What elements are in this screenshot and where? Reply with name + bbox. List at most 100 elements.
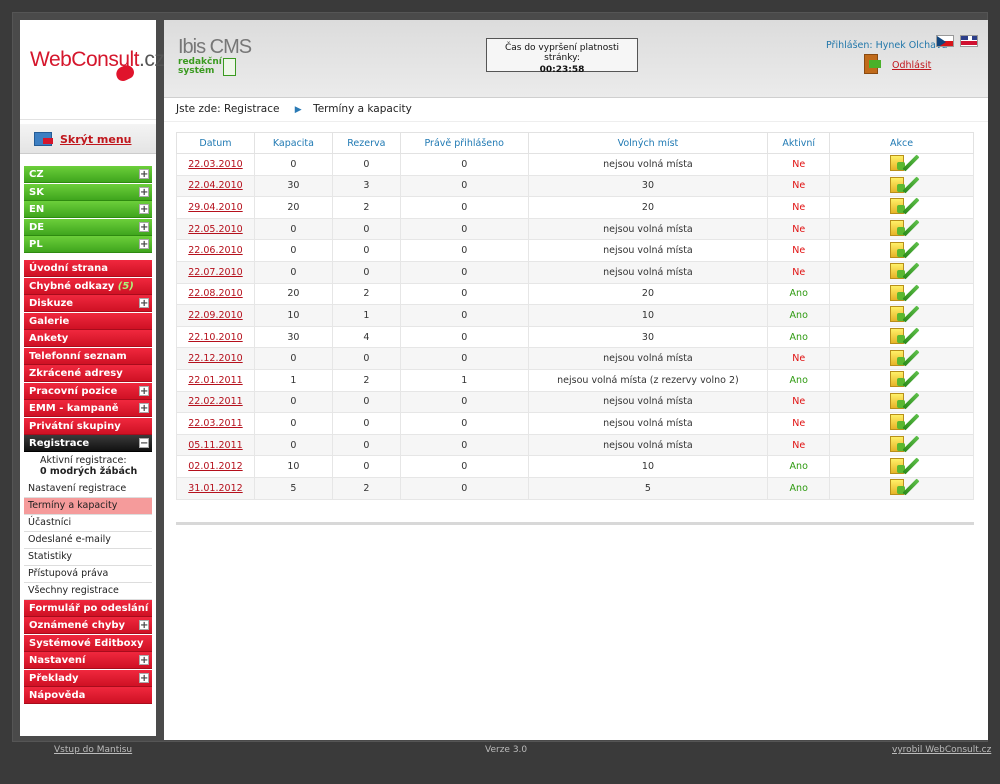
sidebar-item-systemove-editboxy[interactable]: Systémové Editboxy (24, 634, 152, 652)
sidebar-item-ankety[interactable]: Ankety (24, 330, 152, 347)
lang-item-de[interactable]: DE + (24, 218, 152, 236)
open-folder-icon[interactable] (890, 371, 906, 388)
edit-pencil-icon[interactable] (902, 435, 920, 453)
sidebar-item-diskuze[interactable]: Diskuze + (24, 295, 152, 312)
expand-plus-icon[interactable]: + (139, 204, 149, 215)
date-link[interactable]: 22.03.2011 (188, 417, 243, 429)
edit-pencil-icon[interactable] (902, 284, 920, 302)
column-header-rezerva[interactable]: Rezerva (331, 132, 401, 154)
date-link[interactable]: 22.05.2010 (188, 223, 243, 235)
edit-pencil-icon[interactable] (902, 197, 920, 215)
sidebar-item-chybne-odkazy[interactable]: Chybné odkazy (5) (24, 277, 152, 295)
date-link[interactable]: 05.11.2011 (188, 439, 243, 451)
open-folder-icon[interactable] (890, 392, 906, 409)
open-folder-icon[interactable] (890, 241, 906, 258)
submenu-item-statistiky[interactable]: Statistiky (24, 548, 152, 566)
edit-pencil-icon[interactable] (902, 262, 920, 280)
logo[interactable]: WebConsult.cz (20, 20, 165, 120)
open-folder-icon[interactable] (890, 306, 906, 323)
edit-pencil-icon[interactable] (902, 478, 920, 496)
expand-plus-icon[interactable]: + (139, 298, 149, 309)
sidebar-item-pracovni-pozice[interactable]: Pracovní pozice + (24, 382, 152, 400)
open-folder-icon[interactable] (890, 328, 906, 345)
column-header-datum[interactable]: Datum (176, 132, 255, 154)
lang-item-cz[interactable]: CZ + (24, 166, 152, 183)
sidebar-item-formular-po-odeslani[interactable]: Formulář po odeslání (24, 599, 152, 617)
sidebar-item-telefonni-seznam[interactable]: Telefonní seznam (24, 347, 152, 365)
open-folder-icon[interactable] (890, 479, 906, 496)
open-folder-icon[interactable] (890, 284, 906, 301)
open-folder-icon[interactable] (890, 220, 906, 237)
sidebar-item-zkracene-adresy[interactable]: Zkrácené adresy (24, 365, 152, 382)
open-folder-icon[interactable] (890, 155, 906, 172)
open-folder-icon[interactable] (890, 176, 906, 193)
sidebar-item-registrace[interactable]: Registrace − (24, 435, 152, 452)
expand-plus-icon[interactable]: + (139, 403, 149, 414)
sidebar-item-emm-kampane[interactable]: EMM - kampaně + (24, 400, 152, 417)
logout-icon[interactable] (864, 54, 881, 74)
date-link[interactable]: 22.12.2010 (188, 353, 243, 365)
open-folder-icon[interactable] (890, 457, 906, 474)
expand-plus-icon[interactable]: + (139, 620, 149, 631)
date-link[interactable]: 22.01.2011 (188, 374, 243, 386)
edit-pencil-icon[interactable] (902, 176, 920, 194)
submenu-item-odeslane-e-maily[interactable]: Odeslané e-maily (24, 531, 152, 549)
sidebar-item-uvodni-strana[interactable]: Úvodní strana (24, 260, 152, 277)
expand-plus-icon[interactable]: + (139, 672, 149, 684)
column-header-kapacita[interactable]: Kapacita (253, 132, 333, 154)
edit-pencil-icon[interactable] (902, 457, 920, 475)
date-link[interactable]: 22.07.2010 (188, 266, 243, 278)
open-folder-icon[interactable] (890, 263, 906, 280)
edit-pencil-icon[interactable] (902, 370, 920, 388)
sidebar-item-napoveda[interactable]: Nápověda (24, 687, 152, 704)
edit-pencil-icon[interactable] (902, 413, 920, 431)
date-link[interactable]: 22.06.2010 (188, 245, 243, 257)
lang-item-en[interactable]: EN + (24, 201, 152, 218)
submenu-item-pristupova-prava[interactable]: Přístupová práva (24, 565, 152, 583)
edit-pencil-icon[interactable] (902, 392, 920, 410)
sidebar-item-oznamene-chyby[interactable]: Oznámené chyby + (24, 617, 152, 634)
submenu-item-ucastnici[interactable]: Účastníci (24, 514, 152, 532)
date-link[interactable]: 22.02.2011 (188, 396, 243, 408)
date-link[interactable]: 22.10.2010 (188, 331, 243, 343)
author-link[interactable]: vyrobil WebConsult.cz (892, 745, 992, 755)
sidebar-item-preklady[interactable]: Překlady + (24, 669, 152, 687)
czech-flag-icon[interactable] (936, 35, 954, 47)
edit-pencil-icon[interactable] (902, 349, 920, 367)
column-header-akce[interactable]: Akce (829, 132, 974, 154)
expand-plus-icon[interactable]: + (139, 221, 149, 233)
open-folder-icon[interactable] (890, 198, 906, 215)
expand-plus-icon[interactable]: + (139, 655, 149, 666)
expand-plus-icon[interactable]: + (139, 385, 149, 397)
mantis-link[interactable]: Vstup do Mantisu (54, 745, 133, 755)
column-header-volnych-mist[interactable]: Volných míst (527, 132, 769, 154)
lang-item-pl[interactable]: PL + (24, 236, 152, 253)
edit-pencil-icon[interactable] (902, 241, 920, 259)
sidebar-item-privatni-skupiny[interactable]: Privátní skupiny (24, 417, 152, 435)
edit-pencil-icon[interactable] (902, 219, 920, 237)
logout-link[interactable]: Odhlásit (892, 60, 932, 71)
sidebar-item-nastaveni[interactable]: Nastavení + (24, 652, 152, 669)
hide-menu-button[interactable]: Skrýt menu (20, 124, 156, 154)
sidebar-item-galerie[interactable]: Galerie (24, 312, 152, 330)
edit-pencil-icon[interactable] (902, 154, 920, 172)
open-folder-icon[interactable] (890, 436, 906, 453)
edit-pencil-icon[interactable] (902, 305, 920, 323)
submenu-item-vsechny-registrace[interactable]: Všechny registrace (24, 582, 152, 600)
breadcrumb-registrace[interactable]: Registrace (224, 103, 280, 115)
column-header-aktivni[interactable]: Aktivní (767, 132, 831, 154)
open-folder-icon[interactable] (890, 414, 906, 431)
submenu-item-terminy-a-kapacity[interactable]: Termíny a kapacity (24, 497, 152, 515)
column-header-prave-prihlaseno[interactable]: Právě přihlášeno (399, 132, 529, 154)
expand-plus-icon[interactable]: + (139, 169, 149, 180)
collapse-minus-icon[interactable]: − (139, 438, 149, 449)
open-folder-icon[interactable] (890, 349, 906, 366)
date-link[interactable]: 22.08.2010 (188, 288, 243, 300)
date-link[interactable]: 22.09.2010 (188, 309, 243, 321)
expand-plus-icon[interactable]: + (139, 239, 149, 250)
lang-item-sk[interactable]: SK + (24, 183, 152, 201)
uk-flag-icon[interactable] (960, 35, 978, 47)
date-link[interactable]: 22.04.2010 (188, 180, 243, 192)
edit-pencil-icon[interactable] (902, 327, 920, 345)
submenu-item-nastaveni-registrace[interactable]: Nastavení registrace (24, 480, 152, 498)
